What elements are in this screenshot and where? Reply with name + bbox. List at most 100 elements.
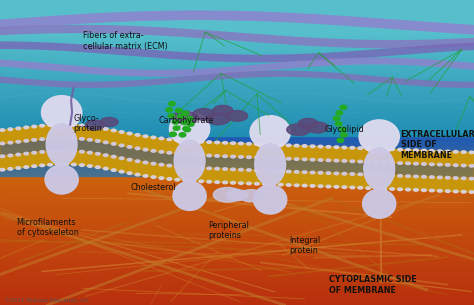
Bar [0, 66, 474, 67]
Circle shape [135, 146, 141, 150]
Bar [0, 282, 474, 284]
Circle shape [365, 146, 371, 150]
Circle shape [31, 124, 37, 128]
Bar [0, 216, 474, 217]
Circle shape [187, 122, 194, 126]
Circle shape [214, 141, 220, 145]
Circle shape [293, 144, 300, 148]
Circle shape [7, 167, 13, 171]
Bar [0, 228, 474, 230]
Bar [0, 132, 474, 133]
Circle shape [118, 143, 125, 147]
Bar [0, 200, 474, 201]
Circle shape [230, 155, 236, 159]
Bar [0, 14, 474, 15]
Bar [0, 59, 474, 60]
Bar [0, 51, 474, 53]
Bar [0, 266, 474, 267]
Circle shape [437, 163, 443, 167]
Bar [0, 213, 474, 214]
Circle shape [365, 186, 371, 190]
Bar [0, 48, 474, 50]
Circle shape [381, 160, 387, 164]
Bar [0, 146, 474, 147]
Circle shape [445, 163, 451, 167]
Circle shape [341, 145, 347, 149]
Bar [0, 182, 474, 184]
Bar [0, 252, 474, 253]
Circle shape [453, 189, 459, 193]
Bar [0, 120, 474, 121]
Bar [0, 23, 474, 24]
Circle shape [413, 174, 419, 178]
Bar [0, 230, 474, 232]
Circle shape [461, 150, 467, 154]
Circle shape [158, 163, 164, 167]
Circle shape [118, 156, 125, 160]
Bar [0, 261, 474, 262]
Circle shape [405, 188, 411, 192]
Circle shape [453, 163, 459, 167]
Bar [0, 124, 474, 125]
Bar [0, 33, 474, 34]
Bar [0, 214, 474, 216]
Bar [0, 288, 474, 290]
Bar [0, 201, 474, 202]
Circle shape [182, 120, 188, 125]
Circle shape [182, 152, 188, 156]
Circle shape [310, 184, 316, 188]
Bar [0, 97, 474, 99]
Circle shape [71, 136, 77, 140]
Circle shape [7, 141, 13, 145]
Bar [0, 37, 474, 39]
Bar [0, 232, 474, 234]
Bar [0, 221, 474, 223]
Circle shape [198, 140, 204, 144]
Circle shape [182, 139, 188, 143]
Bar [0, 29, 474, 31]
Bar [0, 160, 474, 162]
Bar [0, 246, 474, 248]
Bar [0, 95, 474, 97]
Bar [0, 217, 474, 219]
Bar [0, 153, 474, 155]
Bar [0, 13, 474, 14]
Bar [0, 28, 474, 30]
Bar [0, 0, 474, 1]
Circle shape [333, 185, 339, 189]
Circle shape [333, 145, 339, 149]
Circle shape [166, 177, 173, 181]
Bar [0, 56, 474, 57]
Ellipse shape [287, 124, 310, 135]
Circle shape [349, 159, 356, 163]
Bar [0, 109, 474, 111]
Bar [0, 253, 474, 254]
Bar [0, 5, 474, 7]
Ellipse shape [174, 140, 205, 181]
Circle shape [429, 175, 435, 179]
Circle shape [214, 180, 220, 184]
Text: Carbohydrate: Carbohydrate [159, 116, 214, 125]
Circle shape [15, 152, 21, 156]
Bar [0, 26, 474, 27]
Circle shape [95, 139, 101, 143]
Circle shape [23, 125, 29, 129]
Ellipse shape [227, 111, 247, 121]
Circle shape [190, 166, 196, 170]
Bar [0, 20, 474, 21]
Text: Cholesterol: Cholesterol [130, 183, 176, 192]
Ellipse shape [42, 96, 82, 129]
Bar [0, 289, 474, 291]
Circle shape [47, 149, 53, 153]
Bar [0, 273, 474, 274]
Circle shape [87, 138, 93, 142]
Circle shape [118, 130, 125, 134]
Bar [0, 190, 474, 191]
Bar [0, 259, 474, 260]
Bar [0, 208, 474, 210]
Bar [0, 73, 474, 74]
Bar [0, 267, 474, 268]
Circle shape [168, 114, 174, 118]
Bar [0, 113, 474, 115]
Circle shape [143, 148, 149, 152]
